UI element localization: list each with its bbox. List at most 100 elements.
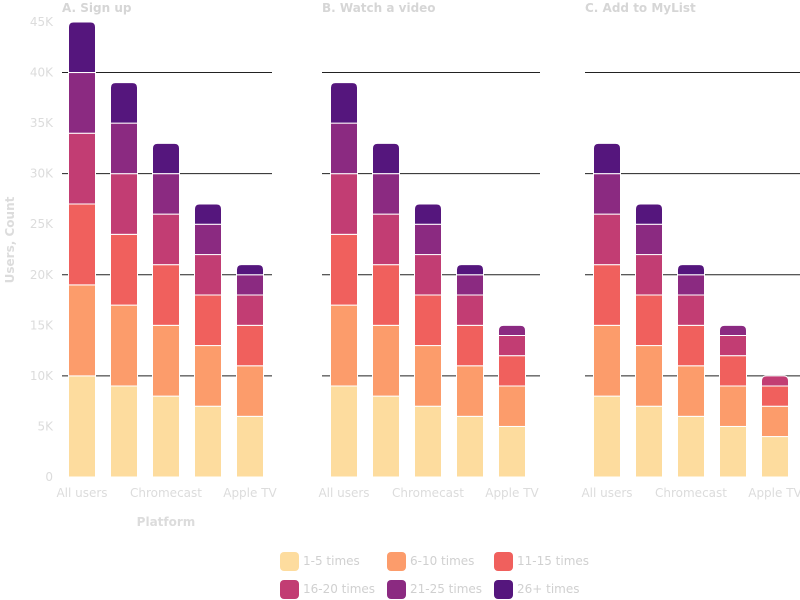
bar-segment[interactable] — [110, 385, 138, 478]
bar-segment[interactable] — [677, 274, 705, 296]
bar-segment[interactable] — [456, 264, 484, 276]
x-axis-label: Platform — [137, 515, 196, 529]
bar-segment[interactable] — [456, 274, 484, 296]
x-tick-label: Apple TV — [485, 486, 539, 500]
bar-segment[interactable] — [194, 254, 222, 296]
bar-segment[interactable] — [414, 254, 442, 296]
bar-segment[interactable] — [635, 223, 663, 256]
bar-segment[interactable] — [498, 355, 526, 387]
bar-segment[interactable] — [593, 324, 621, 397]
bar-segment[interactable] — [719, 355, 747, 387]
y-tick-label: 20K — [30, 268, 54, 282]
y-tick-label: 0 — [45, 470, 53, 484]
bar-segment[interactable] — [330, 173, 358, 235]
bar-segment[interactable] — [498, 425, 526, 478]
y-tick-label: 35K — [30, 116, 54, 130]
bar-segment[interactable] — [677, 415, 705, 478]
bar-segment[interactable] — [414, 294, 442, 347]
bar-segment[interactable] — [68, 203, 96, 286]
bar-segment[interactable] — [330, 233, 358, 306]
bar-segment[interactable] — [456, 415, 484, 478]
bar-segment[interactable] — [593, 173, 621, 215]
bar-segment[interactable] — [677, 324, 705, 367]
bar-segment[interactable] — [68, 72, 96, 134]
bar-segment[interactable] — [194, 405, 222, 478]
bar-segment[interactable] — [635, 294, 663, 347]
bar-segment[interactable] — [68, 21, 96, 74]
bar-segment[interactable] — [719, 425, 747, 478]
bar-segment[interactable] — [372, 264, 400, 326]
bar-segment[interactable] — [236, 415, 264, 478]
bar-segment[interactable] — [719, 334, 747, 357]
bar-segment[interactable] — [194, 345, 222, 407]
bar-segment[interactable] — [498, 385, 526, 427]
bar-segment[interactable] — [236, 264, 264, 276]
panel-title: A. Sign up — [62, 1, 132, 15]
bar-segment[interactable] — [498, 334, 526, 357]
bar-segment[interactable] — [593, 264, 621, 326]
bar-segment[interactable] — [593, 142, 621, 175]
bar-segment[interactable] — [414, 405, 442, 478]
bar-segment[interactable] — [677, 365, 705, 417]
bar-segment[interactable] — [236, 294, 264, 326]
y-tick-label: 5K — [37, 419, 54, 433]
y-tick-label: 10K — [30, 369, 54, 383]
bar-segment[interactable] — [677, 264, 705, 276]
bar-segment[interactable] — [152, 213, 180, 266]
bar-segment[interactable] — [593, 213, 621, 266]
bar-segment[interactable] — [372, 173, 400, 215]
y-tick-label: 30K — [30, 167, 54, 181]
bar-segment[interactable] — [110, 82, 138, 124]
bar-segment[interactable] — [414, 345, 442, 407]
bar-segment[interactable] — [372, 213, 400, 266]
bar-segment[interactable] — [372, 395, 400, 478]
bar-segment[interactable] — [635, 405, 663, 478]
bar-segment[interactable] — [635, 254, 663, 296]
bar-segment[interactable] — [719, 324, 747, 336]
bar-segment[interactable] — [635, 203, 663, 225]
bar-segment[interactable] — [110, 122, 138, 175]
bar-segment[interactable] — [330, 82, 358, 124]
bar-segment[interactable] — [68, 375, 96, 478]
bar-segment[interactable] — [677, 294, 705, 326]
bar-segment[interactable] — [456, 294, 484, 326]
bar-segment[interactable] — [761, 405, 789, 438]
bar-segment[interactable] — [372, 142, 400, 175]
bar-segment[interactable] — [456, 365, 484, 417]
bar-segment[interactable] — [68, 284, 96, 377]
bar-segment[interactable] — [761, 385, 789, 407]
x-tick-label: All users — [581, 486, 632, 500]
bar-segment[interactable] — [110, 233, 138, 306]
bar-segment[interactable] — [68, 132, 96, 205]
bar-segment[interactable] — [635, 345, 663, 407]
bar-segment[interactable] — [330, 122, 358, 175]
bar-segment[interactable] — [152, 142, 180, 175]
legend: 1-5 times 6-10 times 11-15 times 16-20 time… — [280, 551, 601, 599]
bar-segment[interactable] — [194, 203, 222, 225]
bar-segment[interactable] — [414, 203, 442, 225]
bar-segment[interactable] — [152, 173, 180, 215]
bar-segment[interactable] — [152, 264, 180, 326]
bar-segment[interactable] — [110, 304, 138, 387]
bar-segment[interactable] — [761, 375, 789, 387]
bar-segment[interactable] — [194, 223, 222, 256]
bar-segment[interactable] — [236, 274, 264, 296]
y-tick-label: 45K — [30, 15, 54, 29]
bar-segment[interactable] — [194, 294, 222, 347]
bar-segment[interactable] — [498, 324, 526, 336]
bar-segment[interactable] — [110, 173, 138, 235]
bar-segment[interactable] — [152, 324, 180, 397]
legend-item: 1-5 times — [280, 551, 387, 571]
bar-segment[interactable] — [152, 395, 180, 478]
bar-segment[interactable] — [719, 385, 747, 427]
bar-segment[interactable] — [761, 436, 789, 478]
bar-segment[interactable] — [236, 365, 264, 417]
bar-segment[interactable] — [456, 324, 484, 367]
bar-segment[interactable] — [372, 324, 400, 397]
bar-segment[interactable] — [414, 223, 442, 256]
bar-segment[interactable] — [593, 395, 621, 478]
bar-segment[interactable] — [236, 324, 264, 367]
bar-segment[interactable] — [330, 385, 358, 478]
bar-segment[interactable] — [330, 304, 358, 387]
